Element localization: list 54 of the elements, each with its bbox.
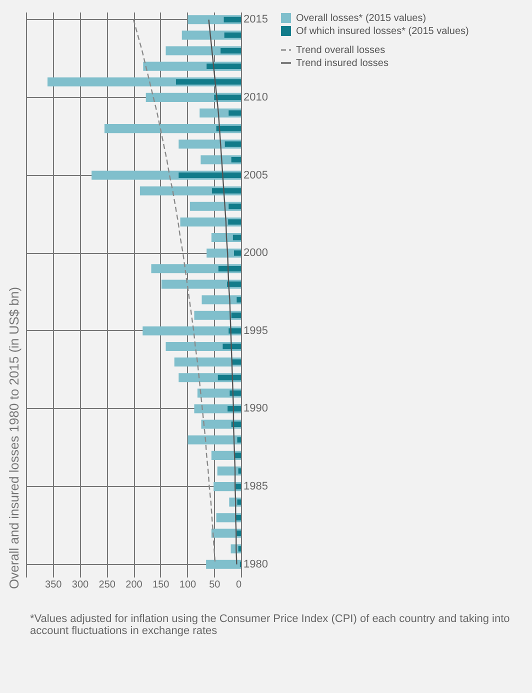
bar bbox=[202, 295, 241, 304]
bar bbox=[220, 48, 241, 54]
bar bbox=[228, 406, 241, 412]
bar bbox=[238, 546, 241, 552]
bar bbox=[236, 530, 241, 536]
bar bbox=[228, 204, 241, 210]
bar bbox=[228, 219, 241, 225]
bar bbox=[216, 126, 241, 132]
x-tick-label: 50 bbox=[209, 580, 221, 590]
y-tick-label: 2000 bbox=[244, 247, 268, 260]
x-tick-label: 350 bbox=[45, 580, 62, 590]
y-tick-label: 2010 bbox=[244, 91, 268, 104]
bar bbox=[178, 172, 241, 178]
y-tick-label: 2015 bbox=[244, 14, 268, 26]
bar bbox=[212, 188, 241, 194]
bar bbox=[142, 326, 241, 336]
y-tick-label: 1980 bbox=[244, 558, 268, 570]
y-tick-label: 1995 bbox=[244, 324, 268, 337]
bar bbox=[224, 16, 241, 22]
bar bbox=[188, 435, 241, 444]
bar bbox=[232, 234, 241, 240]
bar bbox=[231, 312, 241, 318]
bar bbox=[237, 437, 241, 443]
text: *Values adjusted for inflation using the Consumer Price Index (CPI) of each country and taking into account fluctuations in exchange rates bbox=[30, 613, 510, 637]
bar bbox=[206, 560, 241, 569]
bar bbox=[214, 94, 241, 100]
y-tick-label: 1990 bbox=[244, 402, 268, 415]
x-tick-label: 200 bbox=[126, 580, 143, 590]
y-tick-label: 1985 bbox=[244, 480, 268, 493]
bar bbox=[237, 499, 241, 505]
x-tick-label: 300 bbox=[72, 580, 90, 590]
bar bbox=[218, 266, 241, 272]
bar bbox=[176, 79, 241, 85]
bar bbox=[228, 110, 241, 116]
x-tick-label: 0 bbox=[236, 580, 242, 590]
bar bbox=[224, 141, 241, 147]
x-tick-label: 150 bbox=[152, 580, 170, 590]
bar bbox=[236, 484, 241, 490]
text: Overall and insured losses 1980 to 2015 (in US$ bn) bbox=[6, 286, 22, 589]
bar bbox=[230, 390, 241, 396]
bar bbox=[218, 374, 241, 380]
y-tick-label: 2005 bbox=[244, 169, 268, 182]
legend-label: Trend overall losses bbox=[296, 45, 386, 56]
bar bbox=[231, 156, 241, 162]
bar bbox=[224, 32, 241, 38]
legend-label: Of which insured losses* (2015 values) bbox=[296, 26, 469, 37]
bar bbox=[236, 297, 241, 302]
x-tick-label: 100 bbox=[179, 580, 197, 590]
bar bbox=[234, 250, 241, 256]
legend-label: Overall losses* (2015 values) bbox=[296, 13, 426, 24]
legend-label: Trend insured losses bbox=[296, 58, 388, 69]
bar bbox=[206, 64, 241, 70]
x-tick-label: 250 bbox=[98, 580, 116, 590]
bar bbox=[227, 282, 241, 287]
